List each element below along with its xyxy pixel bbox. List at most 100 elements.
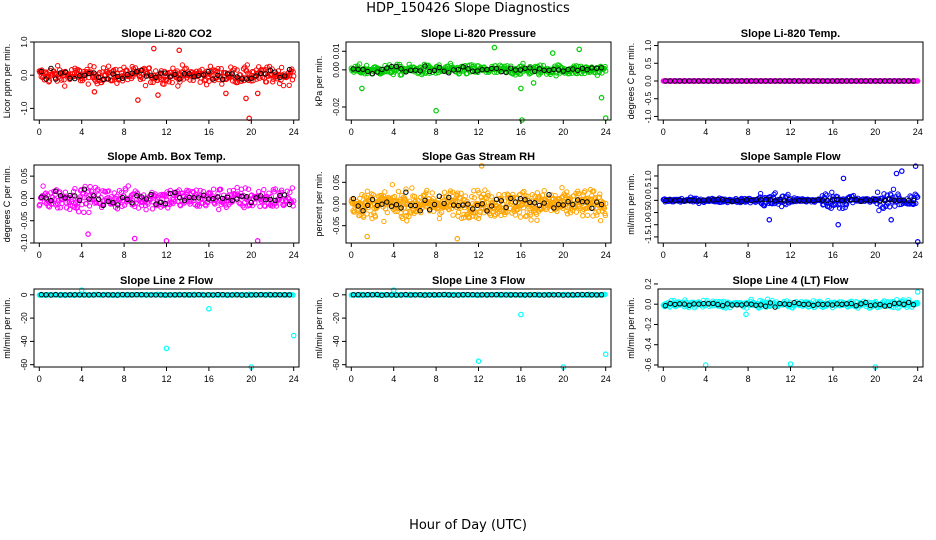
overlay-point xyxy=(200,192,207,198)
data-point xyxy=(105,188,112,194)
data-point xyxy=(278,187,285,193)
data-point xyxy=(81,209,87,216)
data-point xyxy=(528,211,534,218)
overlay-point xyxy=(282,192,288,198)
data-point xyxy=(263,79,270,85)
data-point xyxy=(772,190,778,196)
overlay-point xyxy=(286,66,293,73)
panel-4: Slope Amb. Box Temp. degrees C per min. 0 4… xyxy=(2,151,300,260)
data-point xyxy=(270,79,276,85)
overlay-point xyxy=(681,301,688,307)
overlay-point xyxy=(455,67,462,73)
overlay-point xyxy=(57,70,64,76)
x-tick-label: 8 xyxy=(122,127,127,137)
overlay-point xyxy=(565,199,571,205)
points xyxy=(348,287,609,370)
data-point xyxy=(382,189,388,195)
x-tick-label: 12 xyxy=(785,374,795,384)
x-tick-label: 20 xyxy=(558,374,568,384)
data-point xyxy=(139,202,145,209)
x-tick-label: 16 xyxy=(828,374,838,384)
data-point xyxy=(210,186,217,192)
data-point xyxy=(402,209,409,216)
overlay-point xyxy=(398,66,404,72)
overlay-point xyxy=(517,196,524,202)
y-tick-label: -60 xyxy=(20,358,29,370)
y-tick-label: -20 xyxy=(20,312,29,324)
data-point xyxy=(402,197,408,203)
data-point xyxy=(471,195,477,201)
overlay-point xyxy=(446,70,452,76)
outlier-point xyxy=(598,94,605,101)
data-point xyxy=(234,184,240,191)
x-tick-label: 12 xyxy=(785,127,795,137)
data-point xyxy=(95,186,101,192)
overlay-point xyxy=(200,72,207,78)
y-tick-label: 0.2 xyxy=(644,278,653,290)
data-point xyxy=(423,190,429,196)
data-point xyxy=(286,82,292,89)
y-tick-label: 1.0 xyxy=(644,39,653,51)
outlier-point xyxy=(835,221,842,228)
data-point xyxy=(142,82,149,89)
data-point xyxy=(82,183,88,190)
overlay-point xyxy=(153,201,159,207)
data-point xyxy=(361,207,367,213)
overlay-point xyxy=(148,72,154,79)
outlier-point xyxy=(135,97,141,103)
panel-8: Slope Line 3 Flow ml/min per min. 0 4 8 12 16 2… xyxy=(314,275,612,384)
x-tick-label: 4 xyxy=(391,374,396,384)
y-tick-label: 0.00 xyxy=(332,196,341,212)
y-tick-label: -1.0 xyxy=(20,101,29,115)
overlay-point xyxy=(262,71,269,77)
data-point xyxy=(455,209,462,216)
overlay-point xyxy=(210,195,216,202)
overlay-point xyxy=(474,68,481,74)
data-point xyxy=(403,212,410,219)
overlay-point xyxy=(431,67,438,74)
points xyxy=(348,163,609,242)
x-tick-label: 20 xyxy=(246,127,256,137)
overlay-point xyxy=(436,193,442,199)
data-point xyxy=(881,191,887,197)
panel-title: Slope Li-820 CO2 xyxy=(121,28,211,40)
y-tick-label: 1.0 xyxy=(20,36,29,48)
data-point xyxy=(469,194,475,200)
panel-title: Slope Li-820 Temp. xyxy=(741,28,840,40)
data-point xyxy=(476,212,482,218)
data-point xyxy=(876,207,882,214)
data-point xyxy=(842,204,848,211)
overlay-point xyxy=(374,69,380,75)
overlay-point xyxy=(710,300,716,307)
x-tick-label: 20 xyxy=(870,250,880,260)
data-point xyxy=(887,204,893,210)
data-point xyxy=(206,189,212,196)
y-axis-label: Licor ppm per min. xyxy=(2,44,12,119)
overlay-point xyxy=(758,302,764,308)
data-point xyxy=(158,76,164,83)
overlay-point xyxy=(720,196,726,203)
outlier-point xyxy=(91,89,98,95)
x-tick-label: 24 xyxy=(601,374,611,384)
outlier-point xyxy=(766,217,773,223)
data-point xyxy=(85,81,92,87)
x-tick-label: 20 xyxy=(558,250,568,260)
outlier-point xyxy=(743,311,749,318)
outlier-point xyxy=(290,332,297,339)
overlay-point xyxy=(762,303,769,309)
outlier-point xyxy=(364,233,371,240)
overlay-point xyxy=(417,208,423,214)
data-point xyxy=(177,203,184,209)
data-point xyxy=(153,68,159,74)
overlay-point xyxy=(43,195,49,201)
x-tick-label: 12 xyxy=(473,250,483,260)
data-point xyxy=(596,69,602,76)
data-point xyxy=(582,188,588,194)
overlay-point xyxy=(782,198,788,204)
overlay-point xyxy=(38,194,45,200)
x-tick-label: 4 xyxy=(703,374,708,384)
x-tick-label: 20 xyxy=(246,250,256,260)
data-point xyxy=(95,192,102,198)
x-tick-label: 16 xyxy=(516,127,526,137)
data-point xyxy=(254,76,260,82)
